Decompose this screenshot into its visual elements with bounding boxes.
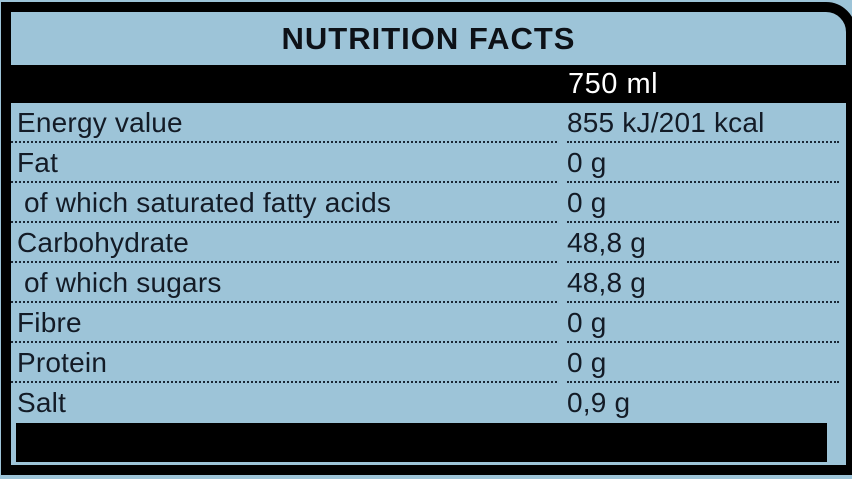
nutrient-name: Fibre — [11, 303, 557, 343]
label-title: NUTRITION FACTS — [281, 20, 576, 56]
nutrient-name: Carbohydrate — [11, 223, 557, 263]
nutrient-value: 0 g — [567, 303, 839, 343]
nutrient-name: of which sugars — [11, 263, 557, 303]
nutrition-label-interior: NUTRITION FACTS 750 ml Energy value 855 … — [11, 12, 846, 465]
serving-size-bar: 750 ml — [11, 65, 846, 103]
nutrient-value: 0,9 g — [567, 387, 631, 418]
nutrient-value: 48,8 g — [567, 223, 839, 263]
nutrient-value: 48,8 g — [567, 263, 839, 303]
nutrient-table: Energy value 855 kJ/201 kcal Fat 0 g of … — [11, 103, 846, 423]
nutrient-row-carbohydrate: Carbohydrate 48,8 g — [11, 223, 846, 263]
nutrient-row-fat: Fat 0 g — [11, 143, 846, 183]
nutrient-row-saturated-fat: of which saturated fatty acids 0 g — [11, 183, 846, 223]
nutrient-row-energy: Energy value 855 kJ/201 kcal — [11, 103, 846, 143]
nutrient-value: 0 g — [567, 143, 839, 183]
nutrient-value: 0 g — [567, 183, 839, 223]
nutrient-value: 855 kJ/201 kcal — [567, 103, 839, 143]
nutrient-name: of which saturated fatty acids — [11, 183, 557, 223]
nutrient-row-fibre: Fibre 0 g — [11, 303, 846, 343]
nutrient-name: Fat — [11, 143, 557, 183]
nutrient-value: 0 g — [567, 343, 839, 383]
serving-size-value: 750 ml — [568, 68, 659, 100]
nutrient-row-protein: Protein 0 g — [11, 343, 846, 383]
nutrient-name: Protein — [11, 343, 557, 383]
nutrient-row-salt: Salt 0,9 g — [11, 383, 846, 423]
nutrient-name: Energy value — [11, 103, 557, 143]
footer-bar — [16, 423, 827, 462]
nutrient-row-sugars: of which sugars 48,8 g — [11, 263, 846, 303]
label-header: NUTRITION FACTS — [11, 12, 846, 65]
nutrient-name: Salt — [17, 387, 67, 418]
